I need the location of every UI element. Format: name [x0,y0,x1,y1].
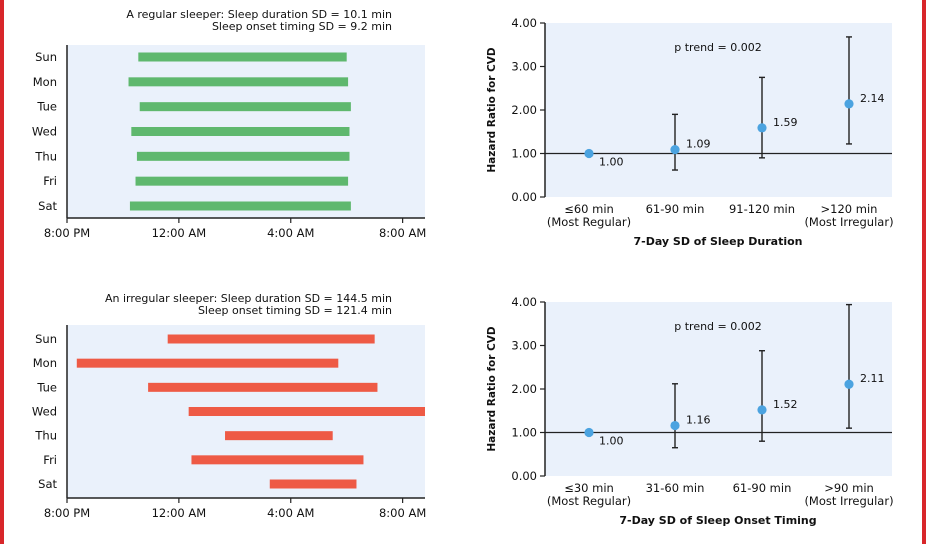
category-sublabel: (Most Irregular) [804,494,893,508]
timeline-title-line: Sleep onset timing SD = 121.4 min [198,304,392,317]
hazard-value-label: 1.52 [773,398,798,411]
time-tick-label: 4:00 AM [267,506,314,520]
day-label: Sat [38,199,57,213]
hazard-point [670,420,680,431]
day-label: Thu [34,149,57,163]
y-tick-label: 3.00 [511,339,537,353]
y-tick-label: 2.00 [511,382,537,396]
day-label: Sun [35,332,57,346]
hazard-value-label: 1.00 [599,435,624,448]
hazard-y-axis-title: Hazard Ratio for CVD [486,47,498,173]
sleep-bar [135,176,349,186]
hazard-point [757,123,767,133]
y-tick-label: 3.00 [511,60,537,74]
category-label: >120 min [821,202,878,216]
hazard-plot-background [545,302,892,476]
day-label: Tue [36,380,57,394]
sleep-bar [167,334,375,344]
hazard-value-label: 1.16 [686,414,711,427]
sleep-bar [138,52,347,62]
hazard-point [844,99,854,109]
sleep-bar [139,102,351,112]
y-tick-label: 1.00 [511,426,537,440]
category-label: 61-90 min [733,481,792,495]
category-label: 61-90 min [646,202,705,216]
p-trend-annotation: p trend = 0.002 [674,320,762,333]
timeline-title-line: An irregular sleeper: Sleep duration SD … [105,292,392,305]
hazard-value-label: 1.09 [686,138,711,151]
sleep-bar [225,431,333,441]
day-label: Fri [43,453,57,467]
time-tick-label: 4:00 AM [267,226,314,240]
day-label: Sat [38,477,57,491]
y-tick-label: 4.00 [511,16,537,30]
time-tick-label: 8:00 PM [44,506,90,520]
category-label: 31-60 min [646,481,705,495]
sleep-bar [269,479,357,489]
day-label: Thu [34,429,57,443]
p-trend-annotation: p trend = 0.002 [674,41,762,54]
day-label: Mon [33,75,57,89]
sleep-bar [188,407,425,416]
day-label: Tue [36,100,57,114]
time-tick-label: 12:00 AM [152,226,207,240]
day-label: Fri [43,174,57,188]
hazard-value-label: 1.00 [599,156,624,169]
category-label: 91-120 min [729,202,795,216]
y-tick-label: 2.00 [511,103,537,117]
time-tick-label: 8:00 PM [44,226,90,240]
sleep-bar [191,455,364,465]
hazard-x-axis-title: 7-Day SD of Sleep Duration [633,235,802,248]
hazard-x-axis-title: 7-Day SD of Sleep Onset Timing [619,514,816,527]
sleep-bar [76,358,339,368]
hazard-value-label: 2.14 [860,92,885,105]
hazard-point [584,148,594,159]
time-tick-label: 12:00 AM [152,506,207,520]
category-sublabel: (Most Irregular) [804,215,893,229]
time-tick-label: 8:00 AM [379,506,426,520]
hazard-point [584,427,594,438]
hazard-point [844,379,854,389]
sleep-bar [136,151,350,161]
hazard-value-label: 2.11 [860,372,885,385]
y-tick-label: 0.00 [511,190,537,204]
sleep-bar [128,77,349,87]
hazard-point [757,405,767,415]
category-sublabel: (Most Regular) [547,215,631,229]
category-label: ≤30 min [564,481,614,495]
hazard-y-axis-title: Hazard Ratio for CVD [486,326,498,452]
hazard-value-label: 1.59 [773,116,798,129]
sleep-bar [131,127,350,136]
timeline-title-line: A regular sleeper: Sleep duration SD = 1… [126,8,392,21]
category-sublabel: (Most Regular) [547,494,631,508]
sleep-bar [129,201,351,211]
day-label: Wed [32,405,57,419]
day-label: Mon [33,356,57,370]
day-label: Sun [35,50,57,64]
hazard-point [670,144,680,155]
category-label: >90 min [824,481,874,495]
y-tick-label: 0.00 [511,469,537,483]
category-label: ≤60 min [564,202,614,216]
y-tick-label: 4.00 [511,295,537,309]
day-label: Wed [32,125,57,139]
hazard-plot-background [545,23,892,197]
time-tick-label: 8:00 AM [379,226,426,240]
timeline-title-line: Sleep onset timing SD = 9.2 min [212,20,392,33]
y-tick-label: 1.00 [511,147,537,161]
sleep-bar [148,382,378,392]
